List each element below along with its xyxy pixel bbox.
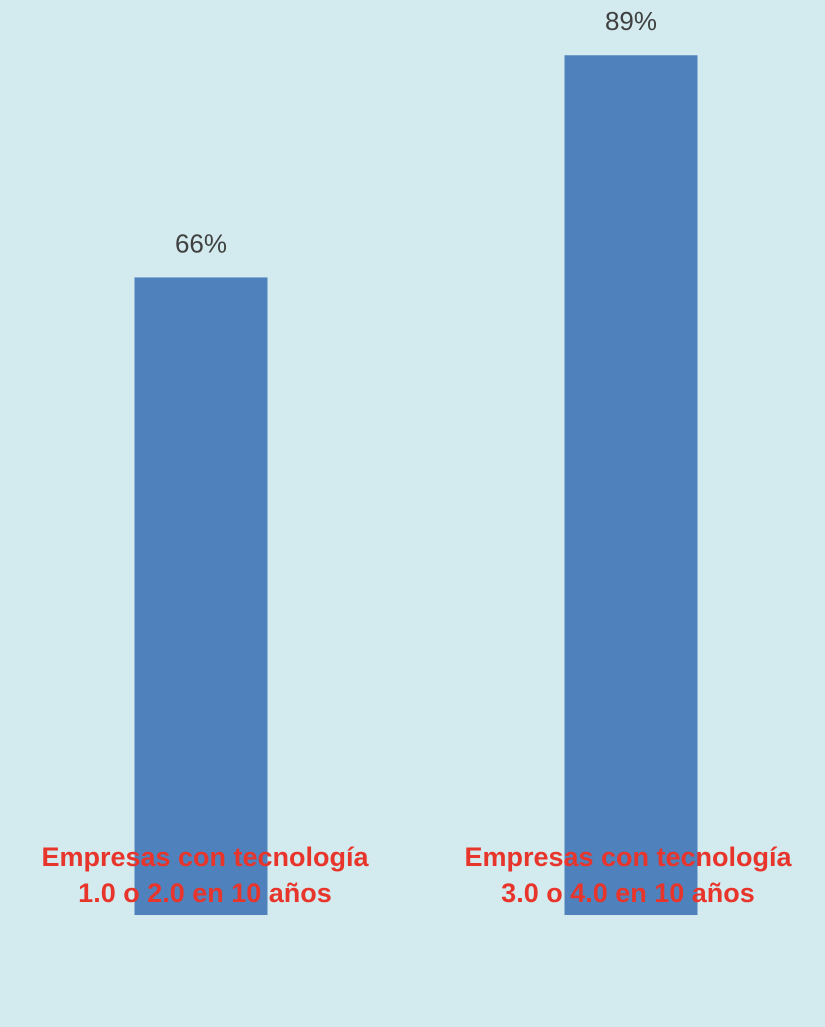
- value-label: 89%: [605, 6, 657, 36]
- value-label: 66%: [175, 228, 227, 258]
- bar: [564, 55, 698, 915]
- bar: [134, 277, 268, 915]
- category-label: Empresas con tecnología 1.0 o 2.0 en 10 …: [41, 842, 369, 908]
- category-label: Empresas con tecnología 3.0 o 4.0 en 10 …: [464, 842, 792, 908]
